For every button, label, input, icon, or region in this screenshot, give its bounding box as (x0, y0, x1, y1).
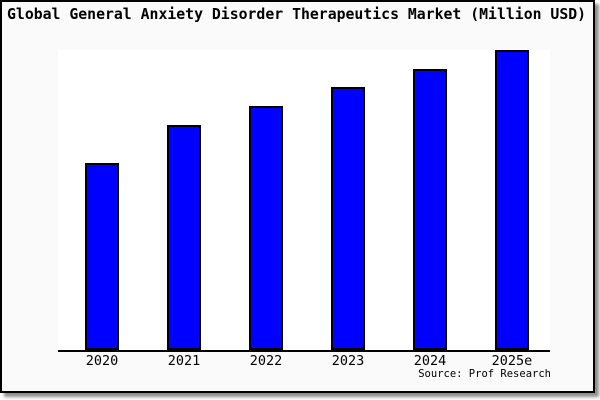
bar-2021 (167, 125, 201, 350)
plot-area (58, 50, 550, 352)
source-note: Source: Prof Research (418, 368, 551, 380)
chart-card: Global General Anxiety Disorder Therapeu… (0, 0, 595, 393)
chart-title: Global General Anxiety Disorder Therapeu… (7, 6, 587, 23)
x-axis-label-2020: 2020 (85, 353, 119, 369)
bar-2022 (249, 106, 283, 350)
bar-2023 (331, 87, 365, 350)
x-axis-label-2022: 2022 (249, 353, 283, 369)
x-axis-label-2025e: 2025e (491, 353, 533, 369)
x-axis-label-2023: 2023 (331, 353, 365, 369)
bar-2020 (85, 163, 119, 350)
x-axis-labels: 2020 2021 2022 2023 2024 2025e (61, 354, 553, 369)
x-axis-label-2024: 2024 (413, 353, 447, 369)
x-axis-label-2021: 2021 (167, 353, 201, 369)
bar-2024 (413, 69, 447, 350)
bar-2025e (495, 50, 529, 350)
